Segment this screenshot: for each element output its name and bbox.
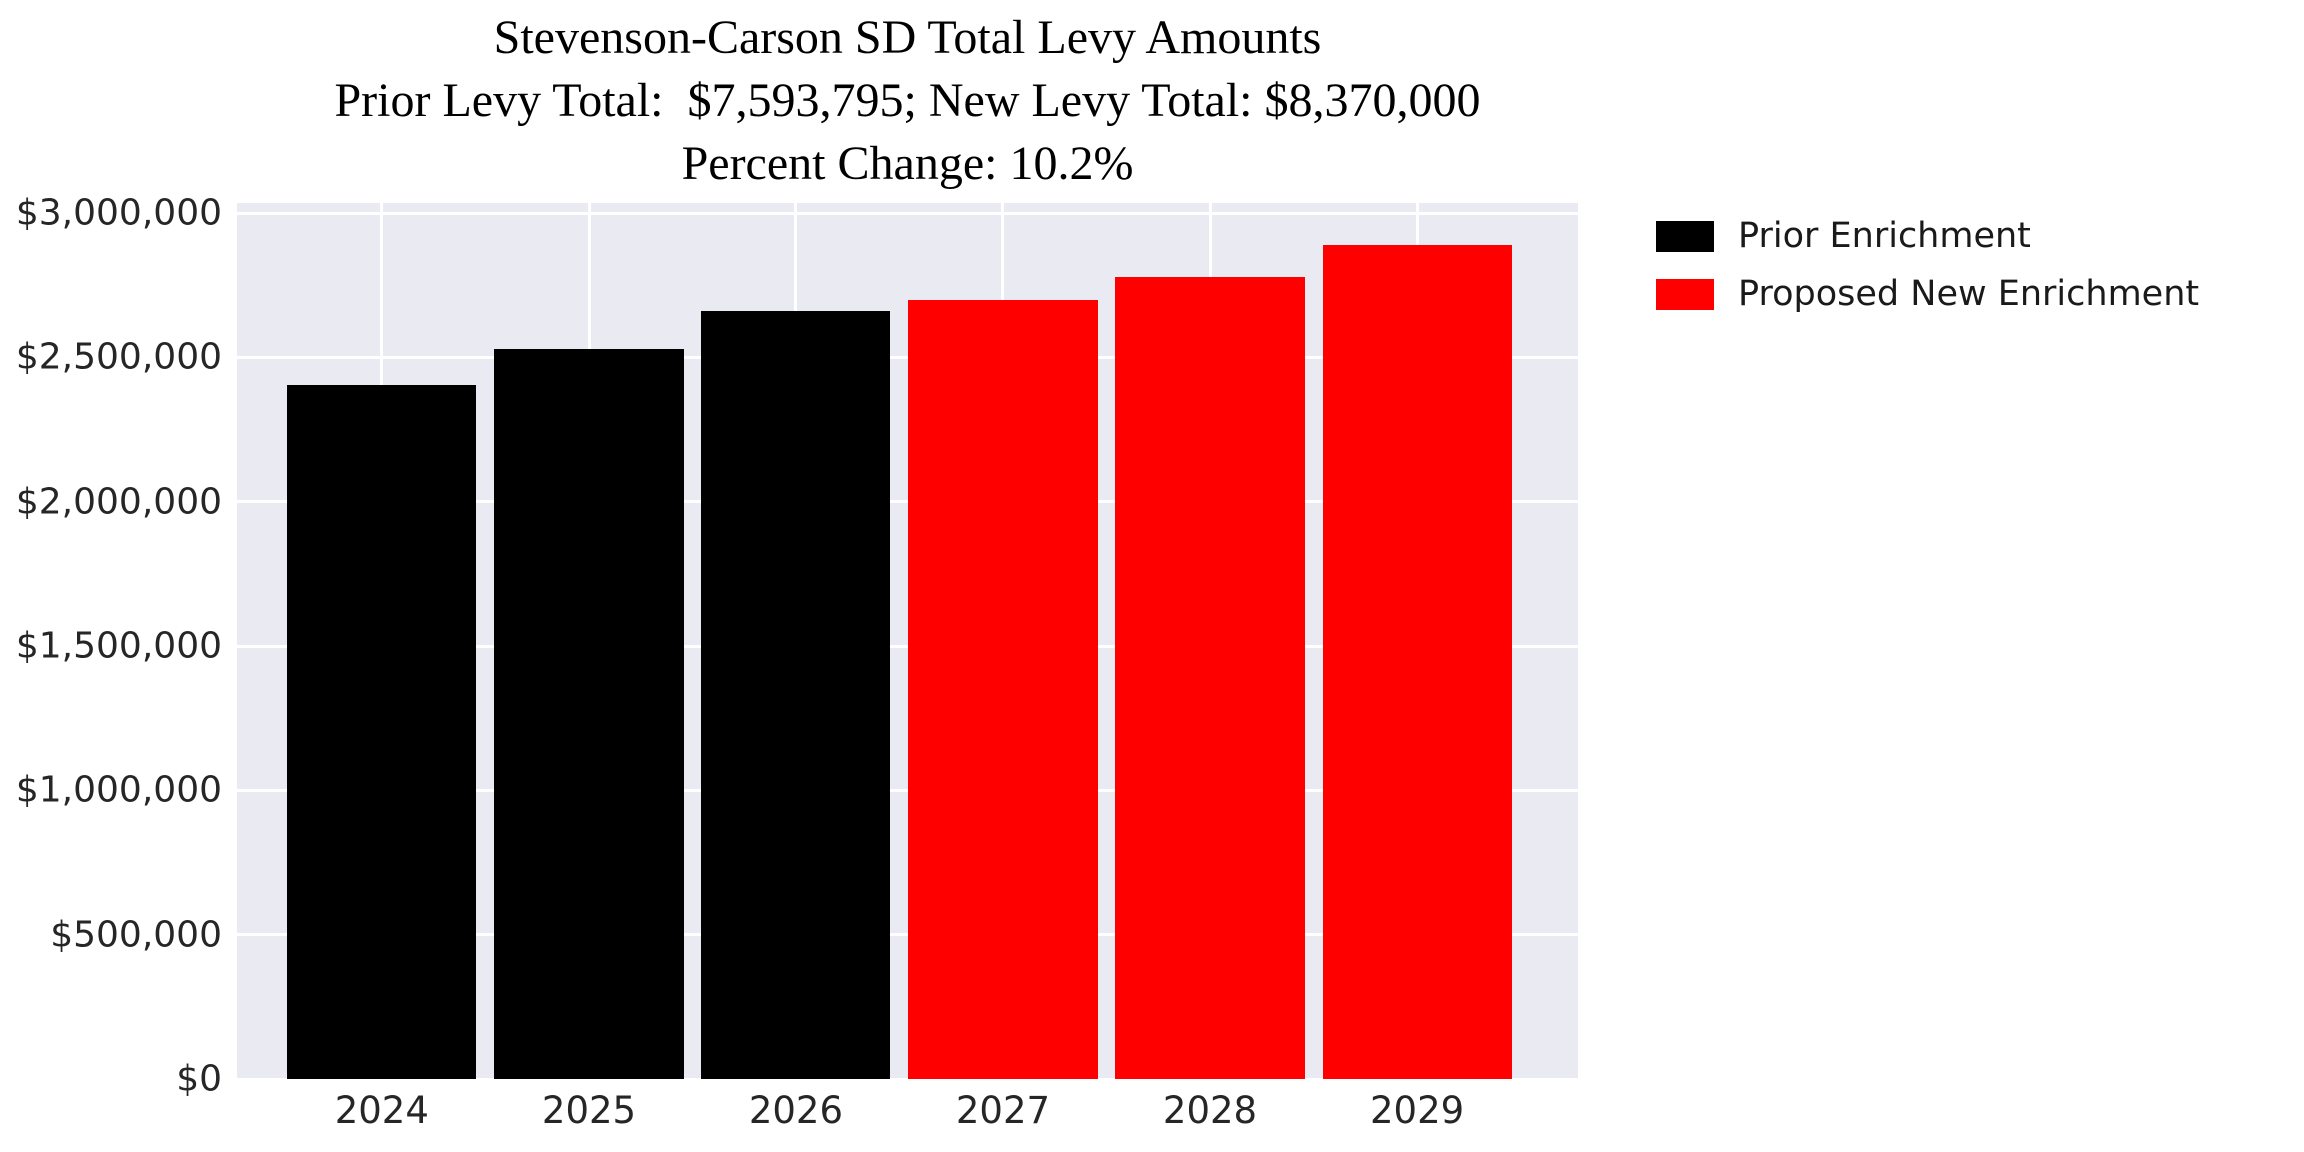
bar-2028	[1115, 276, 1305, 1079]
x-tick-label-2025: 2025	[541, 1089, 637, 1132]
y-tick-label: $500,000	[50, 914, 222, 956]
title-line-3: Percent Change: 10.2%	[681, 137, 1134, 190]
y-tick-label: $1,000,000	[15, 769, 222, 811]
y-tick-label: $1,500,000	[15, 625, 222, 667]
legend: Prior Enrichment Proposed New Enrichment	[1656, 216, 2199, 332]
bar-2029	[1322, 244, 1512, 1079]
y-tick-label: $3,000,000	[15, 192, 222, 234]
y-gridline	[237, 355, 1578, 359]
legend-swatch-icon	[1656, 220, 1714, 252]
legend-label: Prior Enrichment	[1738, 216, 2031, 256]
x-tick-label-2027: 2027	[955, 1089, 1051, 1132]
y-tick-label: $0	[176, 1058, 222, 1100]
bar-2025	[494, 348, 684, 1079]
y-gridline	[237, 933, 1578, 937]
y-gridline	[237, 1077, 1578, 1081]
bar-2027	[908, 299, 1098, 1079]
x-tick-label-2029: 2029	[1369, 1089, 1465, 1132]
legend-swatch-icon	[1656, 278, 1714, 310]
legend-label: Proposed New Enrichment	[1738, 274, 2200, 314]
title-line-2: Prior Levy Total: $7,593,795; New Levy T…	[334, 74, 1481, 127]
x-tick-label-2028: 2028	[1162, 1089, 1258, 1132]
title-line-1: Stevenson-Carson SD Total Levy Amounts	[493, 11, 1322, 64]
y-gridline	[237, 211, 1578, 215]
legend-item: Proposed New Enrichment	[1656, 274, 2199, 314]
plot-area	[237, 203, 1578, 1081]
bar-2024	[287, 385, 477, 1079]
y-gridline	[237, 500, 1578, 504]
y-gridline	[237, 788, 1578, 792]
bar-2026	[701, 311, 891, 1079]
chart-title: Stevenson-Carson SD Total Levy Amounts P…	[237, 6, 1578, 195]
x-tick-label-2026: 2026	[748, 1089, 843, 1132]
y-tick-label: $2,000,000	[15, 481, 222, 523]
y-gridline	[237, 644, 1578, 648]
x-tick-label-2024: 2024	[334, 1089, 429, 1132]
y-tick-label: $2,500,000	[15, 336, 222, 378]
legend-item: Prior Enrichment	[1656, 216, 2199, 256]
